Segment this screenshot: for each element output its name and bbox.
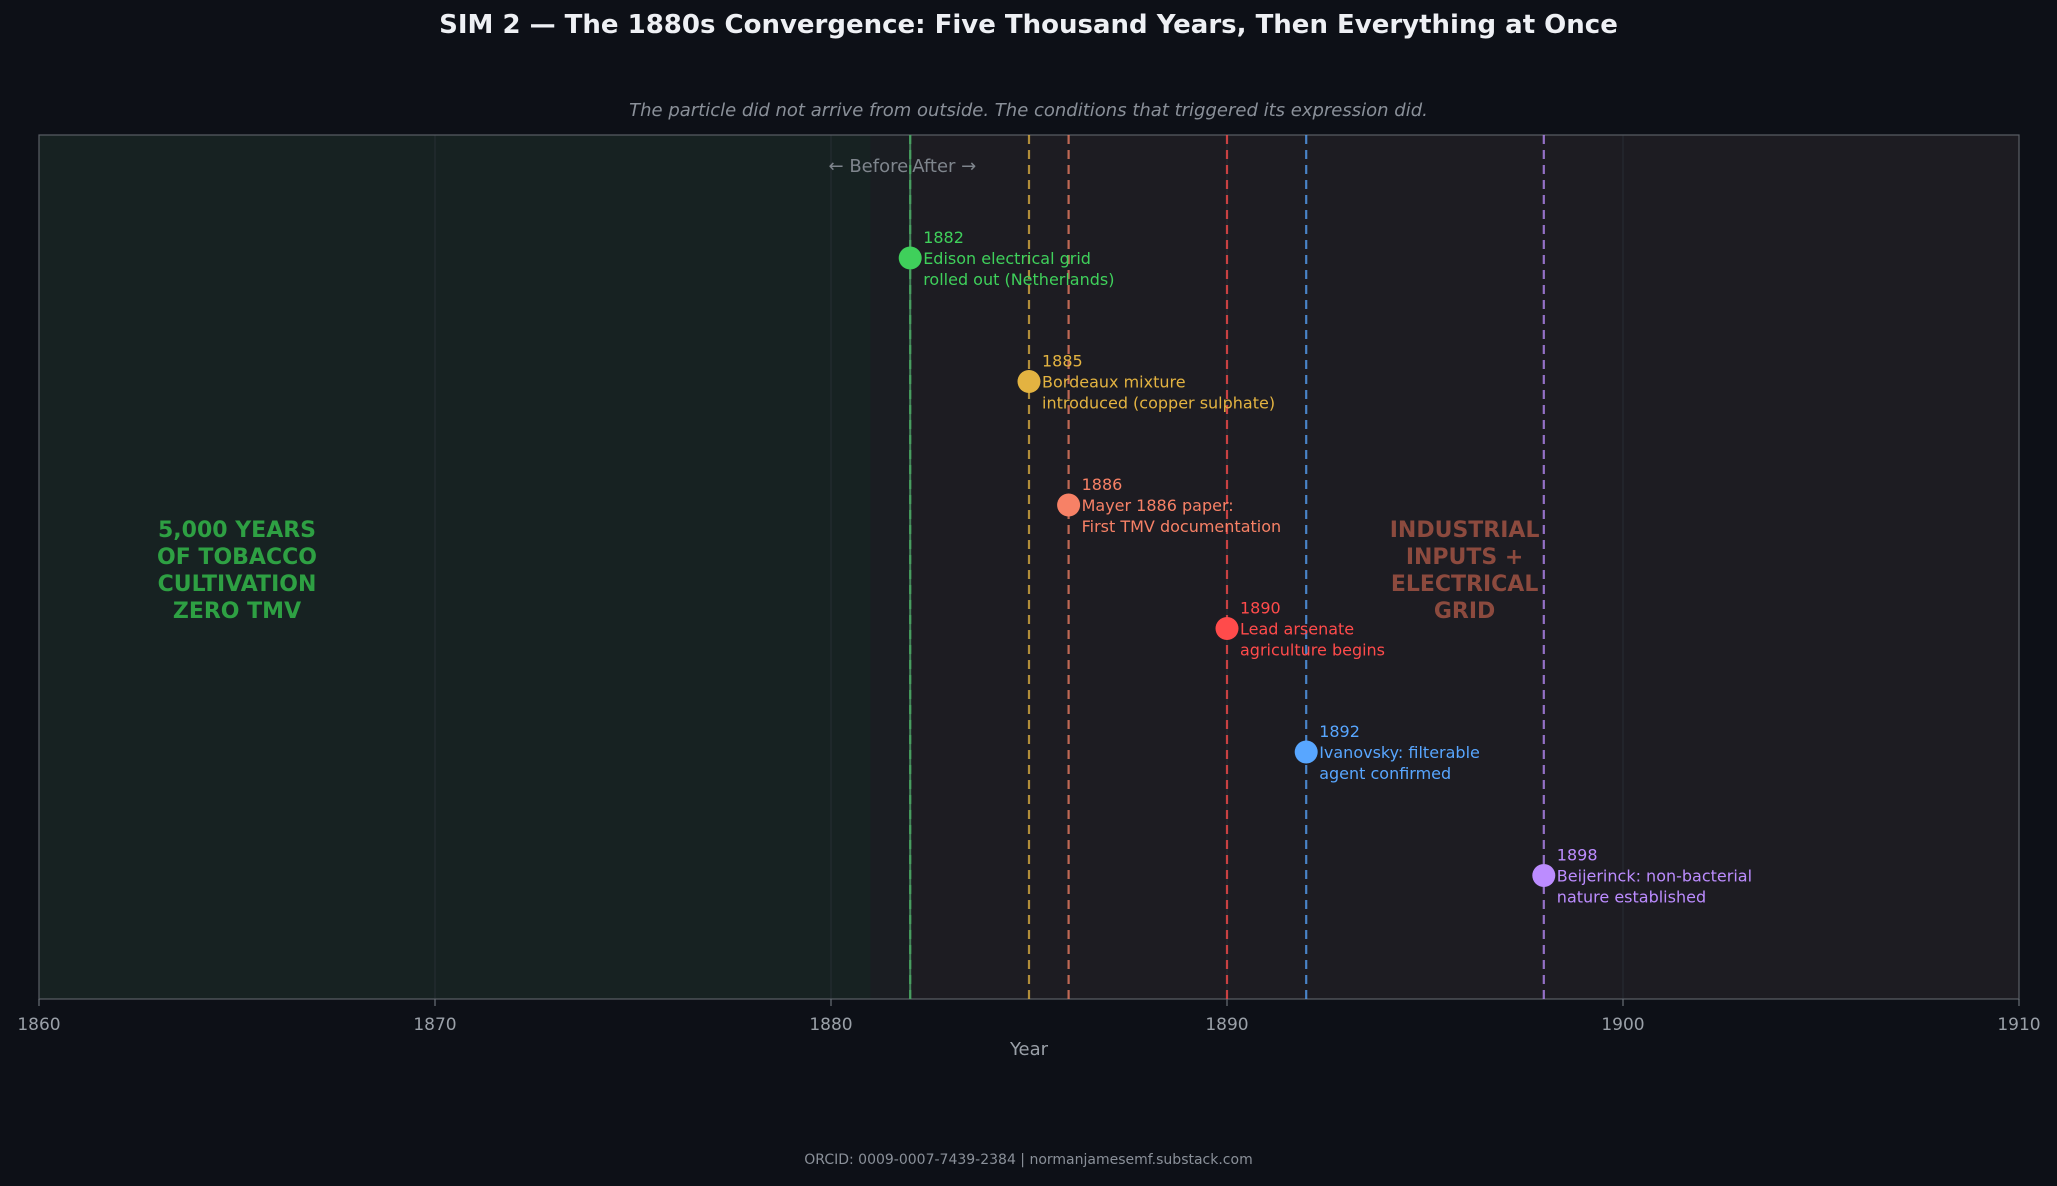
event-year-1892: 1892: [1319, 722, 1360, 741]
chart-title: SIM 2 — The 1880s Convergence: Five Thou…: [439, 10, 1618, 40]
event-desc-1885-line-2: introduced (copper sulphate): [1042, 394, 1275, 413]
event-desc-1886-line-2: First TMV documentation: [1082, 517, 1282, 536]
after-region-label-line-3: ELECTRICAL: [1391, 572, 1539, 597]
divider-before-label: ← Before: [829, 156, 909, 177]
event-desc-1898-line-2: nature established: [1557, 888, 1706, 907]
x-axis-label: Year: [1009, 1039, 1049, 1060]
x-tick-label-1860: 1860: [17, 1015, 60, 1035]
event-desc-1882-line-2: rolled out (Netherlands): [923, 270, 1114, 289]
event-marker-1890: [1215, 617, 1239, 640]
before-region-label-line-1: 5,000 YEARS: [158, 518, 316, 543]
event-desc-1892-line-1: Ivanovsky: filterable: [1319, 743, 1480, 762]
after-region-label-line-2: INPUTS +: [1406, 545, 1524, 570]
before-region-label-line-2: OF TOBACCO: [157, 545, 317, 570]
event-desc-1882-line-1: Edison electrical grid: [923, 249, 1091, 268]
after-region-label-line-4: GRID: [1434, 599, 1495, 624]
after-region-label-line-1: INDUSTRIAL: [1390, 518, 1540, 543]
event-year-1885: 1885: [1042, 352, 1083, 371]
event-desc-1898-line-1: Beijerinck: non-bacterial: [1557, 867, 1752, 886]
transition-band: [870, 135, 911, 999]
event-year-1898: 1898: [1557, 846, 1598, 865]
x-tick-label-1880: 1880: [809, 1015, 852, 1035]
event-marker-1886: [1057, 493, 1081, 517]
before-region: [39, 135, 871, 999]
event-year-1882: 1882: [923, 228, 964, 247]
event-marker-1885: [1017, 370, 1041, 393]
footer-credit: ORCID: 0009-0007-7439-2384 | normanjames…: [804, 1152, 1253, 1168]
before-region-label-line-3: CULTIVATION: [158, 572, 317, 597]
event-desc-1890-line-2: agriculture begins: [1240, 641, 1385, 660]
event-desc-1886-line-1: Mayer 1886 paper:: [1082, 496, 1234, 515]
x-tick-label-1870: 1870: [413, 1015, 456, 1035]
chart-subtitle: The particle did not arrive from outside…: [629, 100, 1428, 121]
event-marker-1892: [1294, 740, 1318, 764]
event-marker-1898: [1532, 864, 1556, 887]
event-marker-1882: [898, 246, 922, 270]
before-region-label-line-4: ZERO TMV: [173, 599, 301, 624]
event-year-1886: 1886: [1082, 475, 1123, 494]
divider-after-label: After →: [912, 156, 976, 177]
event-desc-1890-line-1: Lead arsenate: [1240, 620, 1354, 639]
x-tick-label-1900: 1900: [1601, 1015, 1644, 1035]
event-year-1890: 1890: [1240, 599, 1281, 618]
event-desc-1885-line-1: Bordeaux mixture: [1042, 373, 1186, 392]
x-tick-label-1910: 1910: [1997, 1015, 2040, 1035]
x-tick-label-1890: 1890: [1205, 1015, 1248, 1035]
event-desc-1892-line-2: agent confirmed: [1319, 764, 1451, 783]
